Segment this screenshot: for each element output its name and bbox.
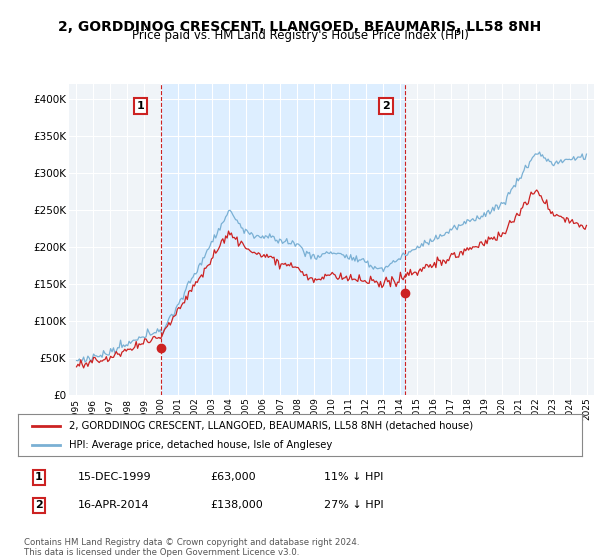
Text: Contains HM Land Registry data © Crown copyright and database right 2024.
This d: Contains HM Land Registry data © Crown c… — [24, 538, 359, 557]
Bar — [161, 84, 405, 395]
Text: 1: 1 — [35, 472, 43, 482]
Text: 16-APR-2014: 16-APR-2014 — [78, 500, 149, 510]
Text: £138,000: £138,000 — [210, 500, 263, 510]
Text: 27% ↓ HPI: 27% ↓ HPI — [324, 500, 383, 510]
Text: 2: 2 — [35, 500, 43, 510]
Text: 2, GORDDINOG CRESCENT, LLANGOED, BEAUMARIS, LL58 8NH (detached house): 2, GORDDINOG CRESCENT, LLANGOED, BEAUMAR… — [69, 421, 473, 431]
Text: 1: 1 — [137, 101, 145, 111]
Text: £63,000: £63,000 — [210, 472, 256, 482]
Text: 2: 2 — [382, 101, 390, 111]
Text: Price paid vs. HM Land Registry's House Price Index (HPI): Price paid vs. HM Land Registry's House … — [131, 29, 469, 42]
Text: 15-DEC-1999: 15-DEC-1999 — [78, 472, 152, 482]
Text: HPI: Average price, detached house, Isle of Anglesey: HPI: Average price, detached house, Isle… — [69, 440, 332, 450]
Text: 11% ↓ HPI: 11% ↓ HPI — [324, 472, 383, 482]
Text: 2, GORDDINOG CRESCENT, LLANGOED, BEAUMARIS, LL58 8NH: 2, GORDDINOG CRESCENT, LLANGOED, BEAUMAR… — [58, 20, 542, 34]
